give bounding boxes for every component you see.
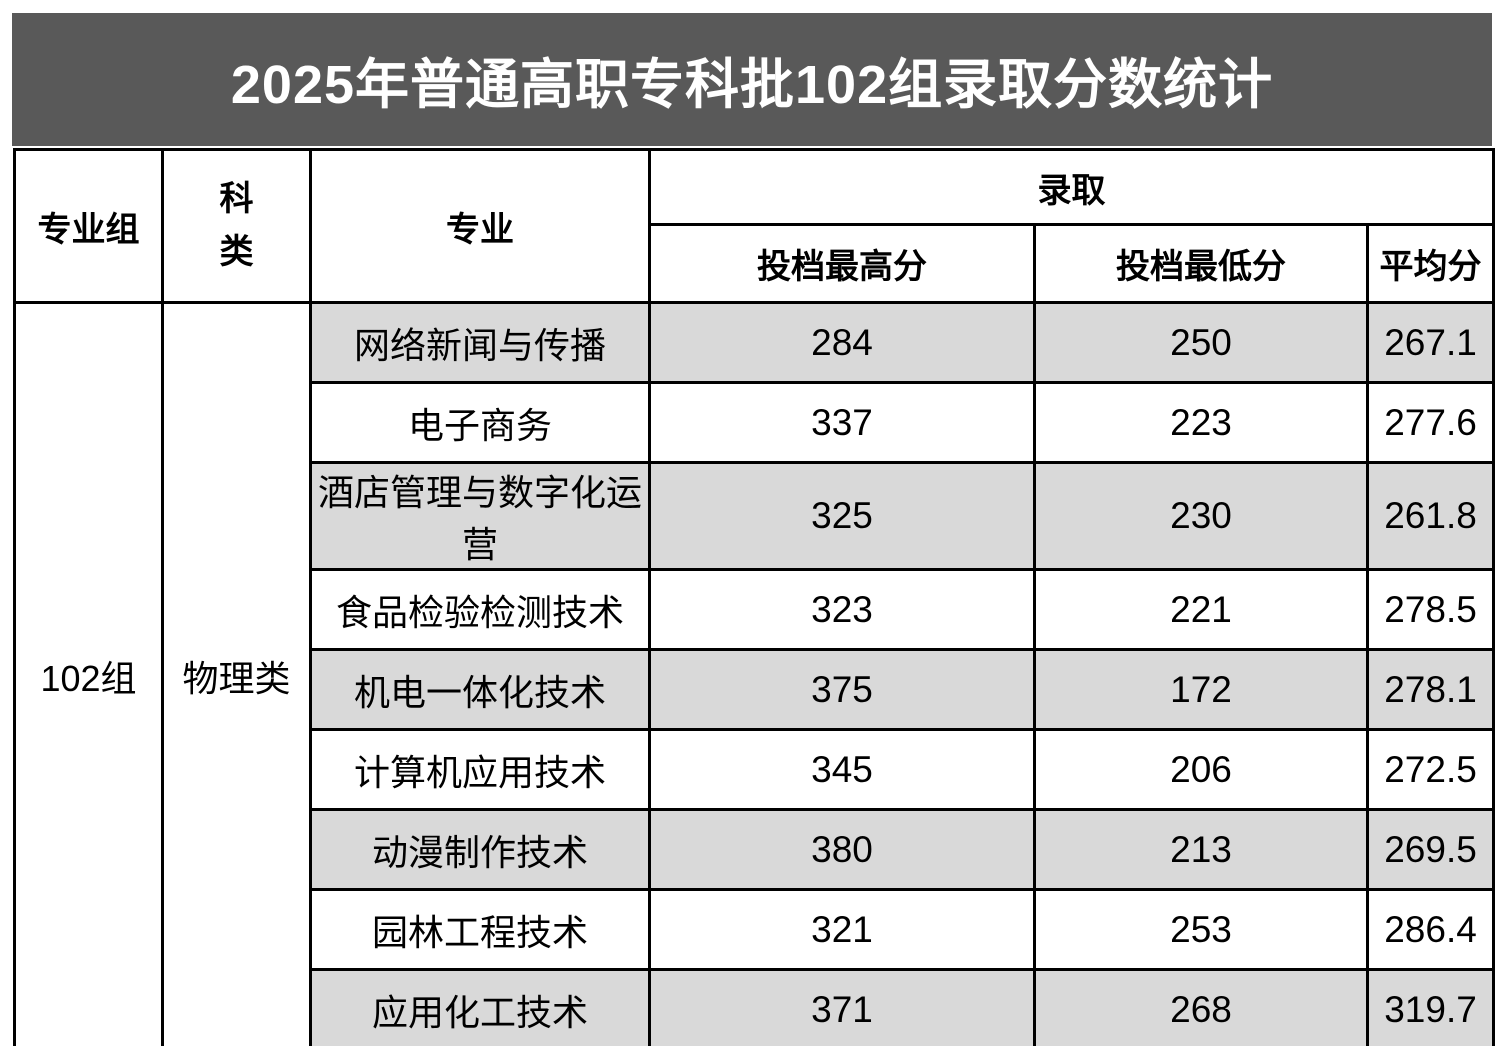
col-header-min-score: 投档最低分 <box>1033 223 1369 304</box>
table-row: 102组 物理类 网络新闻与传播 284 250 267.1 <box>13 301 1496 1046</box>
table-row: 酒店管理与数字化运营 325 230 261.8 <box>15 461 1496 571</box>
min-score-cell: 250 <box>1033 301 1369 384</box>
col-header-min-score-label: 投档最低分 <box>1116 248 1286 286</box>
avg-score-cell: 319.7 <box>1365 968 1496 1046</box>
avg-score-cell: 272.5 <box>1365 728 1496 811</box>
max-score-cell: 284 <box>648 301 1036 384</box>
min-score-cell: 230 <box>1033 461 1369 571</box>
major-cell: 应用化工技术 <box>309 968 651 1046</box>
avg-score-cell: 278.5 <box>1365 568 1496 651</box>
max-score-cell: 323 <box>648 568 1036 651</box>
header-row-sub: 投档最高分 投档最低分 平均分 <box>15 223 1496 304</box>
max-score-cell: 345 <box>648 728 1036 811</box>
table-row: 机电一体化技术 375 172 278.1 <box>15 648 1496 731</box>
avg-score-cell: 277.6 <box>1365 381 1496 464</box>
table-row: 园林工程技术 321 253 286.4 <box>15 888 1496 971</box>
major-cell: 园林工程技术 <box>309 888 651 971</box>
header-row-top: 专业组 科类 专业 录取 <box>13 148 1496 304</box>
col-header-category-label: 科类 <box>219 180 254 271</box>
table-row: 计算机应用技术 345 206 272.5 <box>15 728 1496 811</box>
table-row: 应用化工技术 371 268 319.7 <box>15 968 1496 1046</box>
min-score-cell: 223 <box>1033 381 1369 464</box>
col-header-avg-score-label: 平均分 <box>1379 248 1482 286</box>
major-cell: 网络新闻与传播 <box>309 301 651 384</box>
min-score-cell: 268 <box>1033 968 1369 1046</box>
max-score-cell: 371 <box>648 968 1036 1046</box>
table-row: 电子商务 337 223 277.6 <box>15 381 1496 464</box>
col-header-avg-score: 平均分 <box>1365 223 1496 304</box>
category-cell: 物理类 <box>161 301 312 1046</box>
major-cell: 食品检验检测技术 <box>309 568 651 651</box>
avg-score-cell: 286.4 <box>1365 888 1496 971</box>
max-score-cell: 321 <box>648 888 1036 971</box>
col-header-max-score: 投档最高分 <box>648 223 1036 304</box>
group-cell: 102组 <box>13 301 164 1046</box>
table-row: 食品检验检测技术 323 221 278.5 <box>15 568 1496 651</box>
title-banner: 2025年普通高职专科批102组录取分数统计 <box>12 13 1492 146</box>
max-score-cell: 375 <box>648 648 1036 731</box>
min-score-cell: 213 <box>1033 808 1369 891</box>
avg-score-cell: 269.5 <box>1365 808 1496 891</box>
col-header-major-label: 专业 <box>446 210 514 249</box>
major-cell: 酒店管理与数字化运营 <box>309 461 651 571</box>
col-header-group: 专业组 <box>13 148 164 304</box>
col-header-major: 专业 <box>309 148 651 304</box>
major-cell: 动漫制作技术 <box>309 808 651 891</box>
col-header-max-score-label: 投档最高分 <box>757 248 927 286</box>
max-score-cell: 325 <box>648 461 1036 571</box>
col-header-category: 科类 <box>161 148 312 304</box>
avg-score-cell: 261.8 <box>1365 461 1496 571</box>
admission-score-table: 专业组 科类 专业 录取 投档最高分 投档最低分 <box>13 148 1496 1046</box>
min-score-cell: 221 <box>1033 568 1369 651</box>
col-header-admission: 录取 <box>647 148 1496 226</box>
min-score-cell: 206 <box>1033 728 1369 811</box>
page-title: 2025年普通高职专科批102组录取分数统计 <box>230 55 1274 115</box>
major-cell: 电子商务 <box>309 381 651 464</box>
major-cell: 机电一体化技术 <box>309 648 651 731</box>
table-row: 动漫制作技术 380 213 269.5 <box>15 808 1496 891</box>
min-score-cell: 172 <box>1033 648 1369 731</box>
max-score-cell: 337 <box>648 381 1036 464</box>
avg-score-cell: 267.1 <box>1365 301 1496 384</box>
major-cell: 计算机应用技术 <box>309 728 651 811</box>
col-header-group-label: 专业组 <box>37 210 140 249</box>
col-header-admission-label: 录取 <box>1037 171 1106 210</box>
min-score-cell: 253 <box>1033 888 1369 971</box>
avg-score-cell: 278.1 <box>1365 648 1496 731</box>
max-score-cell: 380 <box>648 808 1036 891</box>
